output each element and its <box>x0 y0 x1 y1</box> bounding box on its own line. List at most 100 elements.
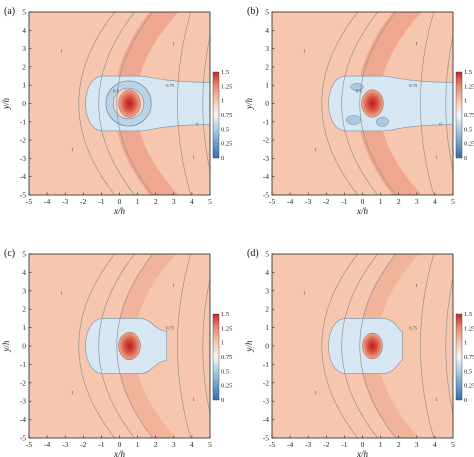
colorbar-tick-label: 1.25 <box>464 325 474 332</box>
contour-label: 1 <box>436 154 438 159</box>
y-tick-label: -4 <box>20 415 26 424</box>
y-tick-label: 2 <box>265 62 269 71</box>
y-tick-label: -4 <box>20 172 26 181</box>
heatmap-field: 1 1 1 1 0.75 0.5 0 <box>29 12 210 195</box>
y-tick-label: 2 <box>22 62 26 71</box>
colorbar-tick-label: 0 <box>221 397 224 404</box>
x-tick-label: 4 <box>433 197 437 206</box>
x-tick-label: 3 <box>172 440 176 449</box>
x-tick-label: 2 <box>397 440 401 449</box>
colorbar-tick-label: 0.25 <box>464 141 474 148</box>
contour-label: 1 <box>60 290 62 295</box>
colorbar <box>455 71 463 159</box>
colorbar-tick-label: 0.25 <box>221 141 232 148</box>
colorbar-tick-label: 1.25 <box>221 325 232 332</box>
x-tick-label: -1 <box>98 197 104 206</box>
y-tick-label: -5 <box>20 434 26 443</box>
contour-line <box>177 254 192 438</box>
contour-label: 1 <box>60 48 62 53</box>
peak-region <box>118 89 141 118</box>
colorbar-tick-label: 1 <box>464 340 467 347</box>
colorbar-tick-label: 1.5 <box>464 69 472 76</box>
contour-line <box>321 12 359 195</box>
x-tick-label: -5 <box>26 440 32 449</box>
colorbar-tick-label: 0.75 <box>221 354 232 361</box>
x-tick-label: 5 <box>451 197 455 206</box>
x-tick-label: -1 <box>341 440 347 449</box>
y-tick-label: 1 <box>265 323 269 332</box>
contour-label: 0.75 <box>166 83 175 88</box>
colorbar-tick-label: 1 <box>221 340 224 347</box>
contour-line <box>420 12 435 195</box>
x-tick-label: -2 <box>323 440 329 449</box>
y-tick-label: 0 <box>22 342 26 351</box>
panel-b: 1 1 1 1 0.75 0.5 0 -5-5 -4 -4 -3 -3 -2 -2 -1 -1 0 0 1 1 2 2 3 3… <box>244 6 474 216</box>
x-axis-label: x/h <box>113 206 125 216</box>
peak-region <box>361 89 384 118</box>
x-tick-label: -1 <box>341 197 347 206</box>
contour-line <box>341 12 379 195</box>
x-tick-label: -2 <box>323 197 329 206</box>
x-tick-label: 3 <box>172 197 176 206</box>
y-tick-label: 3 <box>22 286 26 295</box>
panel-label: (b) <box>247 6 259 17</box>
panel-a: 1 1 1 1 0.75 0.5 0 -5-5 -4 -4 -3 -3 -2 -2 -1 -1 0 0 1 1 2 2 3 3… <box>1 6 232 216</box>
colorbar-tick-label: 0.5 <box>464 126 472 133</box>
contour-label: 0.5 <box>113 89 119 94</box>
x-tick-label: 1 <box>136 440 140 449</box>
contour-label: 1 <box>193 397 195 402</box>
contour-label: 1 <box>173 283 175 288</box>
y-tick-label: -2 <box>263 136 269 145</box>
contour-line <box>78 12 116 195</box>
y-tick-label: 2 <box>265 305 269 314</box>
x-tick-label: 3 <box>415 197 419 206</box>
colorbar-tick-label: 0.25 <box>464 383 474 390</box>
y-tick-label: 0 <box>22 99 26 108</box>
contour-line <box>359 254 397 438</box>
contour-line <box>78 254 116 438</box>
contour-label: 1 <box>303 48 305 53</box>
low-lobe <box>375 117 389 127</box>
contour-line <box>359 12 397 195</box>
y-tick-label: -3 <box>263 154 269 163</box>
contour-label: 1 <box>436 397 438 402</box>
y-tick-label: -3 <box>20 397 26 406</box>
y-tick-label: 4 <box>265 26 269 35</box>
x-tick-label: -3 <box>305 440 311 449</box>
low-lobe <box>350 83 364 91</box>
x-tick-label: 4 <box>433 440 437 449</box>
contour-line <box>116 12 154 195</box>
x-tick-label: 1 <box>379 440 383 449</box>
y-tick-label: 1 <box>22 323 26 332</box>
contour-line <box>98 254 136 438</box>
y-tick-label: 4 <box>22 268 26 277</box>
x-tick-label: -5 <box>269 197 275 206</box>
y-axis-label: y/h <box>244 98 254 110</box>
x-axis-label: x/h <box>356 206 368 216</box>
x-tick-label: 0 <box>361 197 365 206</box>
x-tick-label: 5 <box>208 440 212 449</box>
y-tick-label: 5 <box>265 250 269 259</box>
contour-line <box>177 12 192 195</box>
x-tick-label: -4 <box>44 197 50 206</box>
y-tick-label: 3 <box>22 44 26 53</box>
colorbar-tick-label: 1.5 <box>464 311 472 318</box>
low-lobe <box>346 115 361 125</box>
colorbar-tick-label: 0.75 <box>221 112 232 119</box>
y-axis-label: y/h <box>244 340 254 352</box>
colorbar-tick-label: 1.25 <box>221 83 232 90</box>
contour-label: 0.75 <box>409 83 418 88</box>
y-tick-label: -3 <box>263 397 269 406</box>
x-axis-label: x/h <box>113 449 125 457</box>
contour-line <box>202 34 210 173</box>
y-tick-label: -3 <box>20 154 26 163</box>
y-tick-label: 3 <box>265 44 269 53</box>
x-tick-label: 2 <box>397 197 401 206</box>
contour-label: 1 <box>193 154 195 159</box>
contour-label: 0.75 <box>409 325 418 330</box>
peak-region <box>118 332 141 361</box>
colorbar-tick-label: 0 <box>464 155 467 162</box>
panel-label: (d) <box>247 248 259 259</box>
x-tick-label: 5 <box>208 197 212 206</box>
colorbar-tick-label: 0.5 <box>221 126 229 133</box>
